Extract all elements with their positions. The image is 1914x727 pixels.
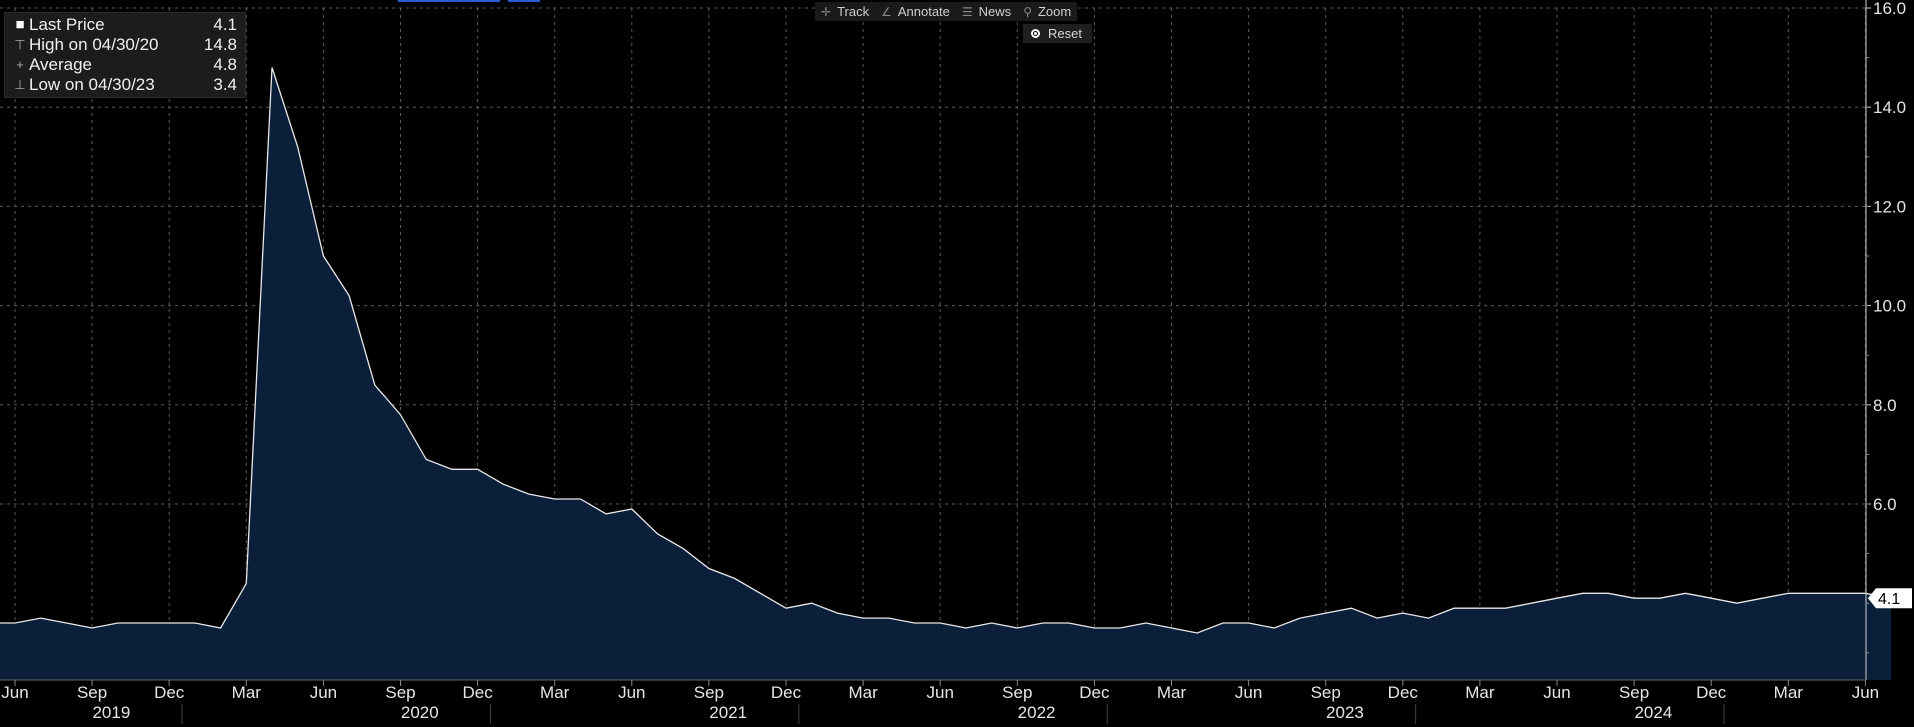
x-tick-label-12: Jun — [926, 683, 953, 702]
track-button[interactable]: ✛ Track — [815, 2, 875, 21]
x-tick-label-9: Sep — [694, 683, 724, 702]
x-tick-label-21: Sep — [1619, 683, 1649, 702]
x-tick-label-6: Dec — [462, 683, 493, 702]
x-axis-year-labels: 2019202020212022202320242025 — [92, 703, 1725, 724]
year-label-2019: 2019 — [92, 703, 130, 722]
x-tick-label-1: Sep — [77, 683, 107, 702]
x-tick-label-8: Jun — [618, 683, 645, 702]
year-label-2024: 2024 — [1634, 703, 1672, 722]
y-tick-label-5: 6.0 — [1873, 495, 1897, 514]
magnifier-icon: ⚲ — [1023, 4, 1032, 19]
legend-low-value: 3.4 — [213, 75, 237, 94]
y-tick-label-3: 10.0 — [1873, 297, 1906, 316]
vertical-gridlines — [14, 8, 1866, 680]
legend-last-price[interactable]: ■ Last Price 4.1 — [11, 15, 237, 35]
top-accent-bar — [398, 0, 500, 2]
news-button[interactable]: ☰ News — [956, 2, 1017, 21]
y-tick-label-2: 12.0 — [1873, 197, 1906, 216]
y-tick-label-1: 14.0 — [1873, 98, 1906, 117]
average-marker-icon: + — [16, 57, 24, 72]
last-value-tag-shape — [1868, 588, 1912, 609]
x-tick-label-5: Sep — [385, 683, 415, 702]
last-value-tag-text: 4.1 — [1878, 591, 1900, 608]
reset-button[interactable]: Reset — [1023, 24, 1092, 43]
legend-last-price-value: 4.1 — [213, 15, 237, 34]
x-tick-label-16: Jun — [1235, 683, 1262, 702]
last-price-square-icon: ■ — [15, 16, 25, 33]
x-tick-label-15: Mar — [1157, 683, 1187, 702]
x-tick-label-11: Mar — [848, 683, 878, 702]
legend-high-value: 14.8 — [203, 35, 237, 54]
x-tick-label-10: Dec — [771, 683, 802, 702]
legend-last-price-label: Last Price — [29, 15, 105, 34]
news-icon: ☰ — [961, 4, 973, 19]
pencil-icon: ∠ — [881, 4, 892, 19]
x-tick-label-13: Sep — [1002, 683, 1032, 702]
x-tick-label-24: Jun — [1852, 683, 1879, 702]
annotate-label: Annotate — [897, 4, 950, 19]
y-tick-label-0: 16.0 — [1873, 0, 1906, 18]
x-tick-label-0: Jun — [1, 683, 28, 702]
top-accent-bar-2 — [508, 0, 540, 2]
x-tick-label-3: Mar — [232, 683, 262, 702]
legend-low-label: Low on 04/30/23 — [29, 75, 155, 94]
reset-radio-icon — [1031, 29, 1040, 38]
legend-high[interactable]: ⊤ High on 04/30/20 14.8 — [11, 35, 237, 55]
x-tick-label-22: Dec — [1696, 683, 1727, 702]
year-label-2021: 2021 — [709, 703, 747, 722]
chart-toolbar: ✛ Track ∠ Annotate ☰ News ⚲ Zoom — [815, 2, 1078, 21]
chart-legend: ■ Last Price 4.1 ⊤ High on 04/30/20 14.8… — [4, 12, 246, 98]
zoom-label: Zoom — [1037, 4, 1072, 19]
track-label: Track — [837, 4, 870, 19]
last-value-tag: 4.1 — [1868, 588, 1912, 609]
x-tick-label-20: Jun — [1543, 683, 1570, 702]
crosshair-icon: ✛ — [821, 4, 832, 19]
legend-average-value: 4.8 — [213, 55, 237, 74]
legend-low[interactable]: ⊥ Low on 04/30/23 3.4 — [11, 75, 237, 95]
year-label-2023: 2023 — [1326, 703, 1364, 722]
zoom-button[interactable]: ⚲ Zoom — [1017, 2, 1077, 21]
price-line — [0, 67, 1892, 634]
low-marker-icon: ⊥ — [14, 77, 26, 92]
legend-average[interactable]: + Average 4.8 — [11, 55, 237, 75]
x-tick-label-2: Dec — [154, 683, 185, 702]
y-tick-label-4: 8.0 — [1873, 396, 1897, 415]
x-tick-label-7: Mar — [540, 683, 570, 702]
x-tick-label-4: Jun — [310, 683, 337, 702]
news-label: News — [978, 4, 1012, 19]
area-fill — [0, 67, 1892, 680]
x-tick-label-14: Dec — [1079, 683, 1110, 702]
year-label-2020: 2020 — [401, 703, 439, 722]
year-label-2022: 2022 — [1018, 703, 1056, 722]
x-tick-label-19: Mar — [1465, 683, 1495, 702]
reset-label: Reset — [1048, 26, 1082, 41]
y-axis-ticks: 16.0 14.0 12.0 10.0 8.0 6.0 — [1866, 0, 1906, 654]
legend-average-label: Average — [29, 55, 93, 74]
high-marker-icon: ⊤ — [14, 37, 26, 52]
annotate-button[interactable]: ∠ Annotate — [875, 2, 956, 21]
x-axis-ticks: Jun Sep Dec Mar Jun Sep Dec Mar Jun Sep Dec Mar Jun S… — [1, 680, 1879, 702]
x-tick-label-18: Dec — [1388, 683, 1419, 702]
x-tick-label-23: Mar — [1774, 683, 1804, 702]
x-tick-label-17: Sep — [1311, 683, 1341, 702]
legend-high-label: High on 04/30/20 — [29, 35, 159, 54]
